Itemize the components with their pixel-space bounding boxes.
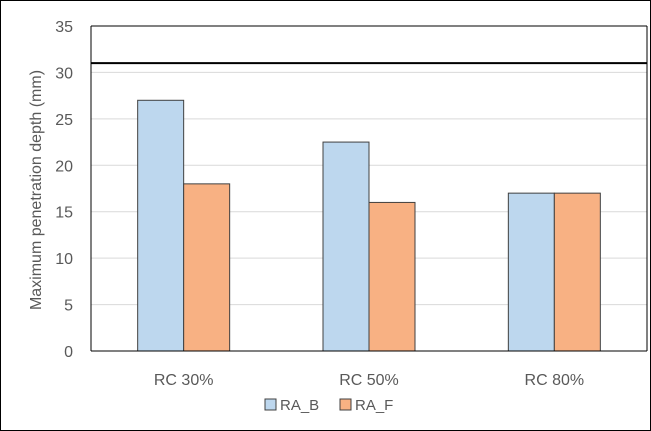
bar-ra-f-2 [554, 193, 600, 351]
y-tick-label: 15 [55, 205, 73, 222]
legend-swatch-ra-b [265, 399, 276, 410]
legend-label: RA_B [280, 397, 319, 414]
bar-ra-b-2 [508, 193, 554, 351]
y-tick-label: 0 [64, 344, 73, 361]
y-axis-ticks: 0 5 10 15 20 25 30 35 [55, 19, 73, 361]
y-tick-label: 5 [64, 298, 73, 315]
bar-ra-b-1 [323, 142, 369, 351]
x-axis-ticks: RC 30% RC 50% RC 80% [154, 372, 584, 389]
legend: RA_B RA_F [265, 397, 393, 414]
y-tick-label: 20 [55, 158, 73, 175]
legend-label: RA_F [355, 397, 393, 414]
bar-ra-f-0 [184, 184, 230, 351]
x-tick-label: RC 50% [339, 372, 399, 389]
x-tick-label: RC 80% [525, 372, 585, 389]
x-tick-label: RC 30% [154, 372, 214, 389]
y-tick-label: 25 [55, 112, 73, 129]
legend-swatch-ra-f [340, 399, 351, 410]
y-tick-label: 10 [55, 251, 73, 268]
bar-ra-f-1 [369, 202, 415, 351]
bars [138, 100, 601, 351]
y-tick-label: 35 [55, 19, 73, 36]
y-axis-title: Maximum penetration depth (mm) [28, 70, 45, 310]
y-tick-label: 30 [55, 65, 73, 82]
bar-ra-b-0 [138, 100, 184, 351]
